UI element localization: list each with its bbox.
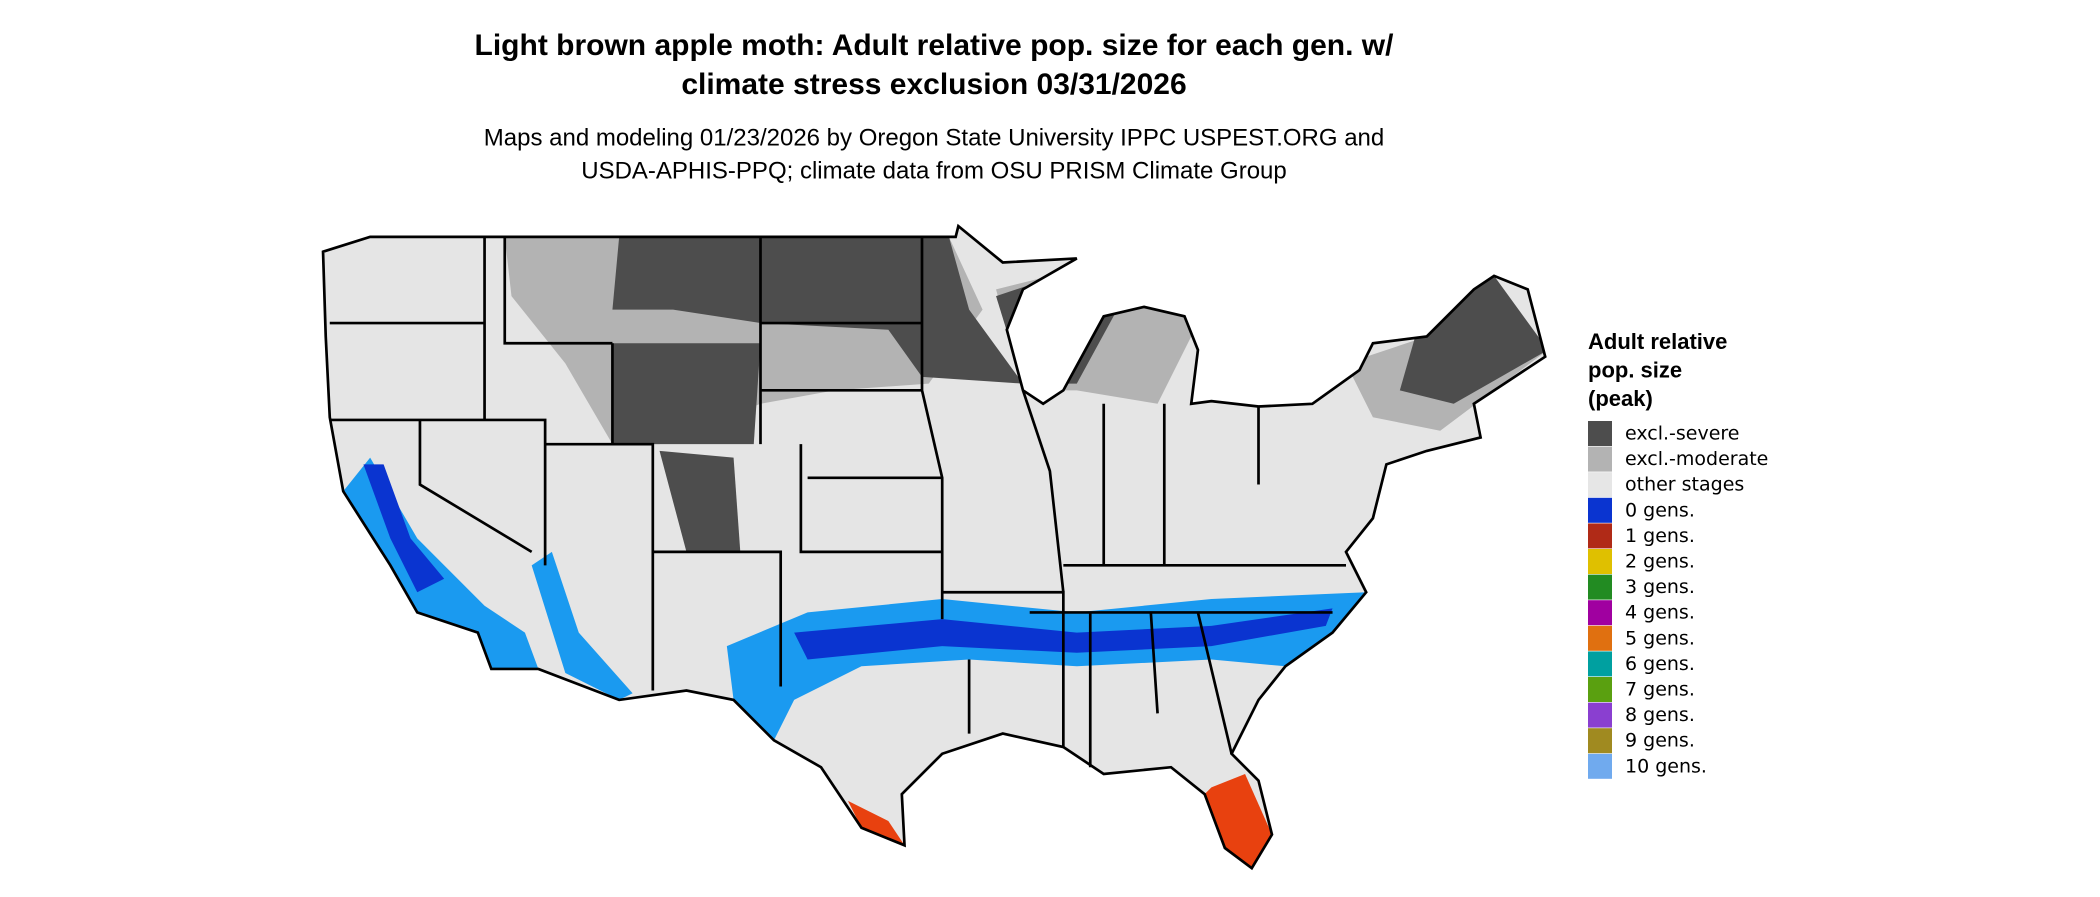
legend-label: 0 gens. <box>1625 499 1695 521</box>
subtitle-line: Maps and modeling 01/23/2026 by Oregon S… <box>484 124 1384 151</box>
blue-core <box>363 464 445 593</box>
severe-region <box>659 450 741 552</box>
legend-label: excl.-moderate <box>1625 448 1768 470</box>
legend-swatch <box>1588 677 1612 702</box>
legend-label: 3 gens. <box>1625 576 1695 598</box>
legend-label: 8 gens. <box>1625 704 1695 726</box>
state-borders <box>321 223 1547 871</box>
subtitle-line: USDA-APHIS-PPQ; climate data from OSU PR… <box>581 157 1287 184</box>
us-outline <box>321 223 1547 871</box>
orange-region <box>847 800 905 846</box>
legend-swatch <box>1588 574 1612 600</box>
legend-label: 1 gens. <box>1625 525 1695 547</box>
legend-swatch <box>1588 625 1612 651</box>
legend-label: other stages <box>1625 474 1744 496</box>
legend-label: excl.-severe <box>1625 423 1740 445</box>
title-line: climate stress exclusion 03/31/2026 <box>681 68 1186 101</box>
legend-title-line: (peak) <box>1588 386 1653 411</box>
blue-band <box>531 551 633 700</box>
legend-swatch <box>1588 523 1612 549</box>
state-line <box>329 236 1346 768</box>
legend-swatch <box>1588 600 1612 626</box>
legend-swatch <box>1588 497 1612 523</box>
orange-region <box>1204 773 1272 869</box>
legend-label: 4 gens. <box>1625 602 1695 624</box>
legend-swatch <box>1588 702 1612 728</box>
title-line: Light brown apple moth: Adult relative p… <box>475 29 1395 62</box>
legend-title-line: Adult relative <box>1588 329 1727 354</box>
legend-swatch <box>1588 549 1612 574</box>
us-map <box>321 223 1547 871</box>
legend-swatch <box>1588 728 1612 754</box>
legend-label: 7 gens. <box>1625 679 1695 701</box>
legend-swatch <box>1588 753 1612 779</box>
legend-label: 6 gens. <box>1625 653 1695 675</box>
legend-label: 10 gens. <box>1625 755 1707 777</box>
legend-label: 9 gens. <box>1625 730 1695 752</box>
legend-label: 2 gens. <box>1625 551 1695 573</box>
legend: Adult relative pop. size (peak) excl.-sever… <box>1588 329 1768 779</box>
severe-region <box>612 343 761 445</box>
legend-label: 5 gens. <box>1625 627 1695 649</box>
legend-swatch <box>1588 421 1612 446</box>
legend-swatch <box>1588 446 1612 472</box>
legend-swatch <box>1588 472 1612 498</box>
severe-region <box>612 236 1023 384</box>
legend-swatch <box>1588 651 1612 677</box>
legend-title-line: pop. size <box>1588 357 1682 382</box>
